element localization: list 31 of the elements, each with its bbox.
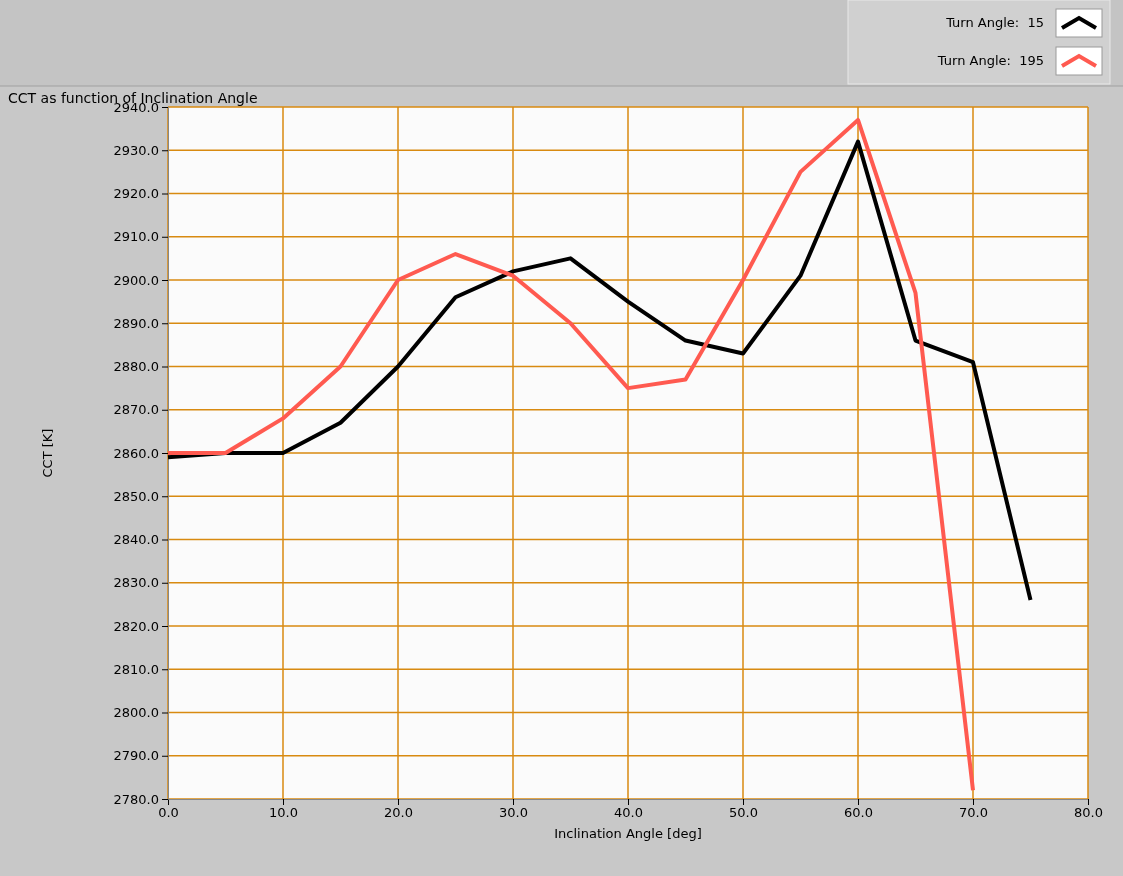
y-tick-label: 2800.0 [113,705,159,721]
y-tick-label: 2850.0 [113,488,159,504]
line-series [166,117,975,793]
y-tick-label: 2790.0 [113,748,159,764]
y-axis-title: CCT [K] [40,428,55,478]
y-tick-label: 2880.0 [113,359,159,375]
y-tick-label: 2910.0 [113,229,159,245]
y-tick-label: 2900.0 [113,272,159,288]
x-tick-label: 50.0 [729,805,758,821]
y-tick-label: 2870.0 [113,402,159,418]
x-tick-label: 0.0 [158,805,179,821]
x-tick-label: 20.0 [384,805,413,821]
x-tick-label: 80.0 [1074,805,1103,821]
x-axis-title: Inclination Angle [deg] [554,826,702,841]
legend-label: Turn Angle: 195 [936,53,1044,68]
y-tick-label: 2840.0 [113,532,159,548]
x-tick-label: 70.0 [959,805,988,821]
x-tick-label: 10.0 [269,805,298,821]
y-tick-label: 2810.0 [113,661,159,677]
y-tick-label: 2890.0 [113,315,159,331]
line-series [166,139,1033,603]
y-tick-label: 2780.0 [113,791,159,807]
y-tick-label: 2820.0 [113,618,159,634]
y-tick-label: 2830.0 [113,575,159,591]
legend-label: Turn Angle: 15 [945,15,1044,30]
y-tick-label: 2920.0 [113,186,159,202]
y-tick-label: 2860.0 [113,445,159,461]
x-tick-label: 40.0 [614,805,643,821]
x-tick-label: 30.0 [499,805,528,821]
x-tick-label: 60.0 [844,805,873,821]
y-tick-label: 2930.0 [113,142,159,158]
